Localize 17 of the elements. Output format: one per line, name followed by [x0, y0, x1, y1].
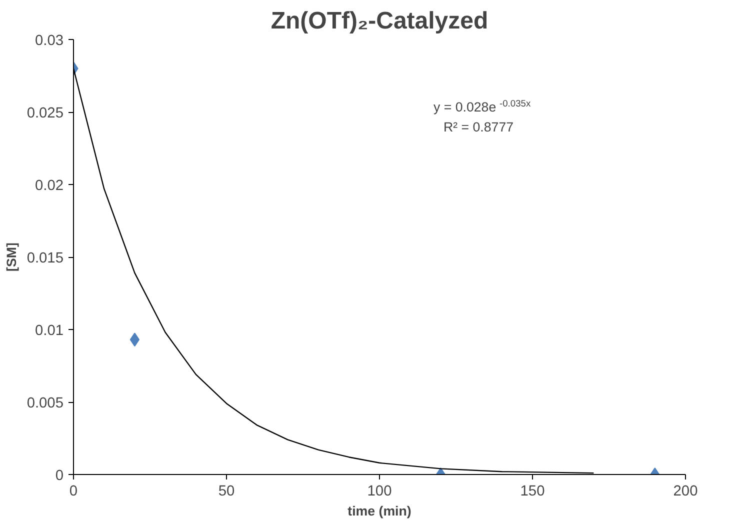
x-tick-label: 200 — [673, 484, 698, 500]
annotation: R² = 0.8777 — [444, 120, 514, 134]
x-tick-label: 150 — [520, 484, 545, 500]
y-tick-label: 0 — [55, 468, 64, 484]
x-tick-label: 0 — [69, 484, 78, 500]
y-tick-label: 0.03 — [34, 33, 64, 49]
y-tick-label: 0.01 — [34, 323, 64, 339]
annotation: y = 0.028e-0.035x — [434, 98, 531, 114]
y-axis-title: [SM] — [4, 242, 19, 272]
y-tick-label: 0.005 — [26, 396, 64, 412]
y-tick-label: 0.025 — [26, 106, 64, 122]
x-tick-label: 100 — [367, 484, 392, 500]
x-tick-label: 50 — [218, 484, 235, 500]
x-axis-title: time (min) — [348, 504, 412, 518]
y-tick-label: 0.02 — [34, 178, 64, 194]
y-tick-label: 0.015 — [26, 250, 64, 266]
chart-title: Zn(OTf)₂-Catalyzed — [270, 8, 488, 34]
